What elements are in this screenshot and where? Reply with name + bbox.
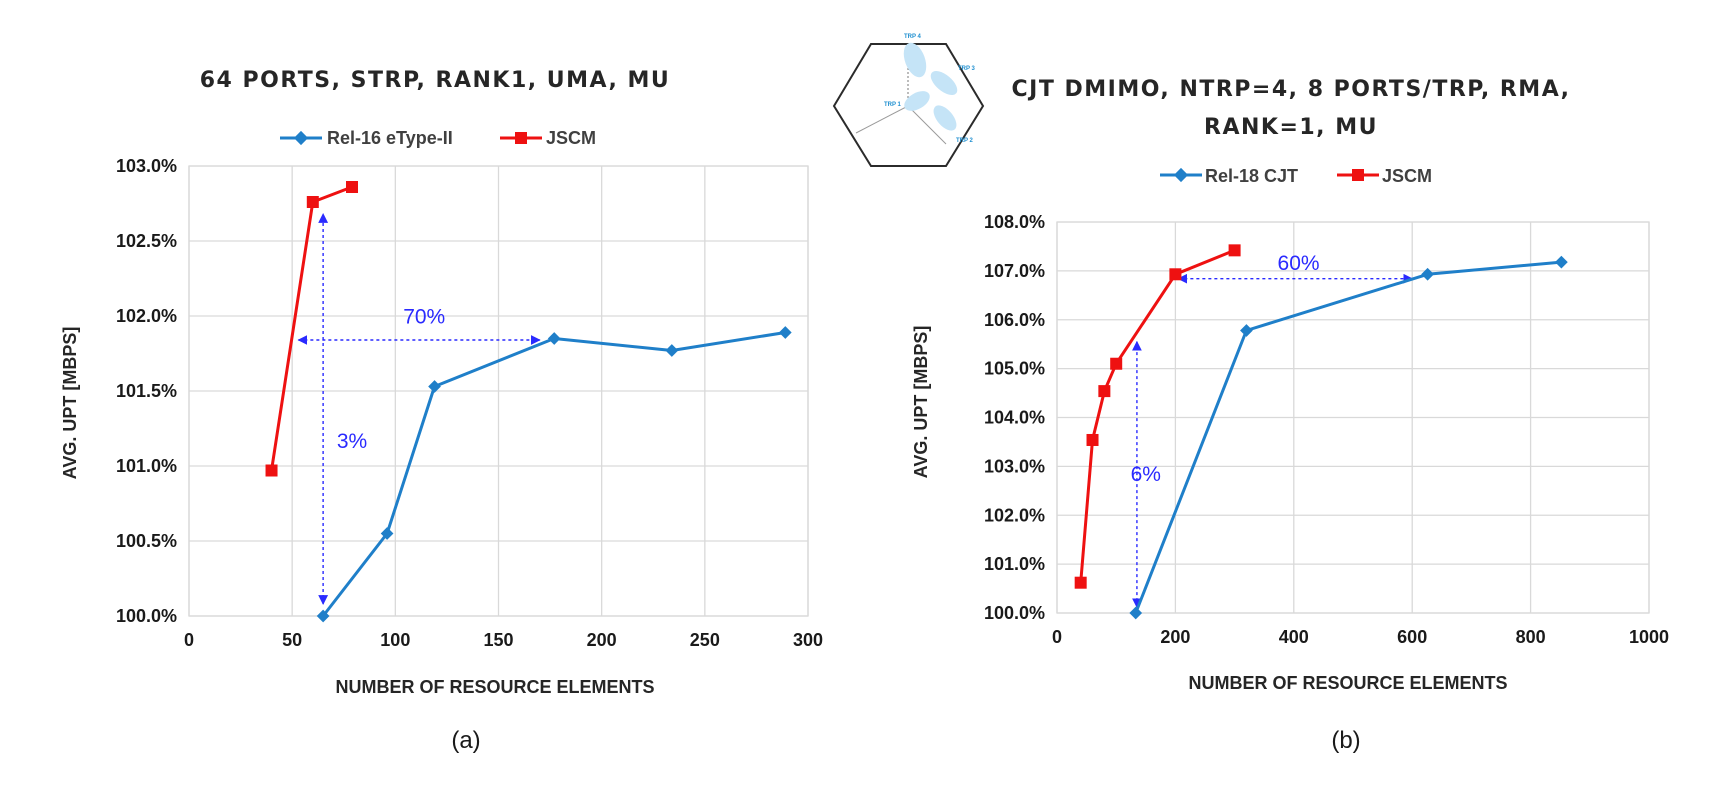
chart-b-y-tick-label: 108.0%: [984, 212, 1045, 232]
chart-b-series-0-point: [1240, 324, 1253, 337]
chart-a-x-tick-label: 0: [184, 630, 194, 650]
chart-b-annotation-label-0: 60%: [1278, 252, 1320, 275]
chart-a-plot-frame: [188, 165, 809, 617]
chart-a-y-tick-label: 103.0%: [116, 156, 177, 176]
chart-a: 64 PORTS, STRP, RANK1, UMA, MU Rel-16 eT…: [60, 68, 823, 754]
chart-b-legend-marker-0: [1173, 167, 1189, 183]
chart-b-series-1-point: [1086, 433, 1099, 446]
chart-a-y-axis-label: AVG. UPT [MBPS]: [60, 327, 80, 480]
chart-b-x-tick-label: 800: [1516, 627, 1546, 647]
chart-b-title: CJT DMIMO, NTRP=4, 8 PORTS/TRP, RMA,: [1011, 77, 1570, 102]
chart-b-x-axis-label: NUMBER OF RESOURCE ELEMENTS: [1188, 673, 1507, 693]
sector-line-right: [907, 105, 947, 145]
chart-a-x-axis-label: NUMBER OF RESOURCE ELEMENTS: [335, 677, 654, 697]
chart-a-x-tick-label: 200: [587, 630, 617, 650]
chart-a-series-line-0: [321, 331, 786, 617]
beam-lobe-icon-2: [930, 71, 958, 95]
trp-label-1: TRP 1: [884, 102, 902, 108]
chart-b-x-tick-label: 600: [1397, 627, 1427, 647]
chart-b-legend-marker-1: [1352, 169, 1364, 181]
chart-b-legend: Rel-18 CJT JSCM: [1160, 166, 1432, 186]
chart-a-series-0-point: [428, 380, 441, 393]
chart-b-series-0-point: [1421, 267, 1434, 281]
chart-a-series-0-point: [665, 344, 679, 357]
beam-lobe-icon-3: [904, 91, 930, 111]
chart-a-legend-marker-0: [293, 130, 309, 146]
chart-b-series-1-point: [1228, 244, 1241, 257]
chart-b-plot-area: 100.0% 101.0% 102.0% 103.0% 104.0% 105.0% 106.…: [984, 212, 1669, 647]
chart-b-x-tick-label: 200: [1160, 627, 1190, 647]
chart-a-series-0-point: [547, 332, 561, 345]
chart-a-legend: Rel-16 eType-II JSCM: [280, 128, 596, 148]
chart-a-legend-label-0: Rel-16 eType-II: [327, 128, 453, 148]
chart-a-y-tick-label: 102.0%: [116, 306, 177, 326]
chart-b-y-tick-label: 105.0%: [984, 359, 1045, 379]
chart-b-series-1-point: [1110, 357, 1123, 370]
chart-b-legend-item-1: JSCM: [1337, 166, 1432, 186]
chart-a-x-tick-label: 50: [282, 630, 302, 650]
beam-lobe-icon-1: [903, 42, 927, 78]
chart-b-x-tick-label: 400: [1279, 627, 1309, 647]
chart-b-series-line-0: [1134, 260, 1562, 614]
chart-a-x-tick-label: 150: [483, 630, 513, 650]
chart-b-title-line2: RANK=1, MU: [1204, 115, 1378, 140]
chart-b-y-tick-label: 100.0%: [984, 603, 1045, 623]
chart-a-annotation-label-1: 3%: [337, 430, 367, 453]
trp-label-2: TRP 2: [956, 138, 974, 144]
trp-label-3: TRP 3: [958, 66, 976, 72]
chart-b-y-tick-label: 101.0%: [984, 554, 1045, 574]
chart-b-series-1-point: [1074, 576, 1087, 589]
beam-lobe-icon-4: [933, 105, 957, 131]
chart-a-y-tick-label: 100.0%: [116, 606, 177, 626]
chart-b-y-tick-label: 102.0%: [984, 505, 1045, 525]
sector-line-left: [855, 105, 909, 134]
chart-b-y-tick-label: 106.0%: [984, 310, 1045, 330]
chart-b-series-0-point: [1555, 255, 1568, 269]
chart-a-x-tick-label: 300: [793, 630, 823, 650]
chart-a-legend-item-0: Rel-16 eType-II: [280, 128, 453, 148]
chart-a-legend-marker-1: [515, 132, 527, 144]
chart-b-series-0-point: [1129, 606, 1143, 620]
chart-b-series-line-1: [1079, 248, 1236, 583]
chart-b: CJT DMIMO, NTRP=4, 8 PORTS/TRP, RMA, RAN…: [911, 77, 1669, 754]
chart-b-legend-label-1: JSCM: [1382, 166, 1432, 186]
chart-b-plot-frame: [1056, 221, 1650, 614]
chart-b-legend-label-0: Rel-18 CJT: [1205, 166, 1298, 186]
chart-a-series-line-1: [270, 185, 353, 471]
chart-a-plot-area: 100.0% 100.5% 101.0% 101.5% 102.0% 102.5% 103.…: [116, 156, 823, 650]
chart-b-series-1-point: [1169, 268, 1182, 281]
chart-b-y-tick-label: 107.0%: [984, 261, 1045, 281]
chart-a-series-1-point: [306, 196, 319, 208]
chart-b-y-tick-label: 104.0%: [984, 408, 1045, 428]
chart-a-title: 64 PORTS, STRP, RANK1, UMA, MU: [200, 68, 671, 93]
chart-b-x-tick-label: 0: [1052, 627, 1062, 647]
chart-b-legend-item-0: Rel-18 CJT: [1160, 166, 1298, 186]
chart-b-annotation-label-1: 6%: [1131, 463, 1161, 486]
chart-b-series-1-point: [1098, 385, 1111, 398]
chart-a-y-tick-label: 102.5%: [116, 231, 177, 251]
chart-a-y-tick-label: 101.5%: [116, 381, 177, 401]
chart-b-y-tick-label: 103.0%: [984, 456, 1045, 476]
chart-a-series-1-point: [346, 181, 359, 193]
chart-a-x-tick-label: 100: [380, 630, 410, 650]
chart-a-x-tick-label: 250: [690, 630, 720, 650]
chart-a-series-1-point: [265, 464, 278, 477]
chart-a-y-tick-label: 101.0%: [116, 456, 177, 476]
chart-a-legend-label-1: JSCM: [546, 128, 596, 148]
chart-b-y-axis-label: AVG. UPT [MBPS]: [911, 326, 931, 479]
chart-a-panel-label: (a): [451, 727, 480, 754]
chart-a-y-tick-label: 100.5%: [116, 531, 177, 551]
chart-a-annotation-label-0: 70%: [403, 306, 445, 329]
chart-b-x-tick-label: 1000: [1629, 627, 1669, 647]
trp-label-4: TRP 4: [904, 34, 922, 40]
chart-a-legend-item-1: JSCM: [500, 128, 596, 148]
chart-a-series-0-point: [778, 326, 792, 339]
chart-b-panel-label: (b): [1331, 727, 1360, 754]
trp-layout-inset: TRP 4 TRP 3 TRP 1 TRP 2: [832, 34, 985, 167]
